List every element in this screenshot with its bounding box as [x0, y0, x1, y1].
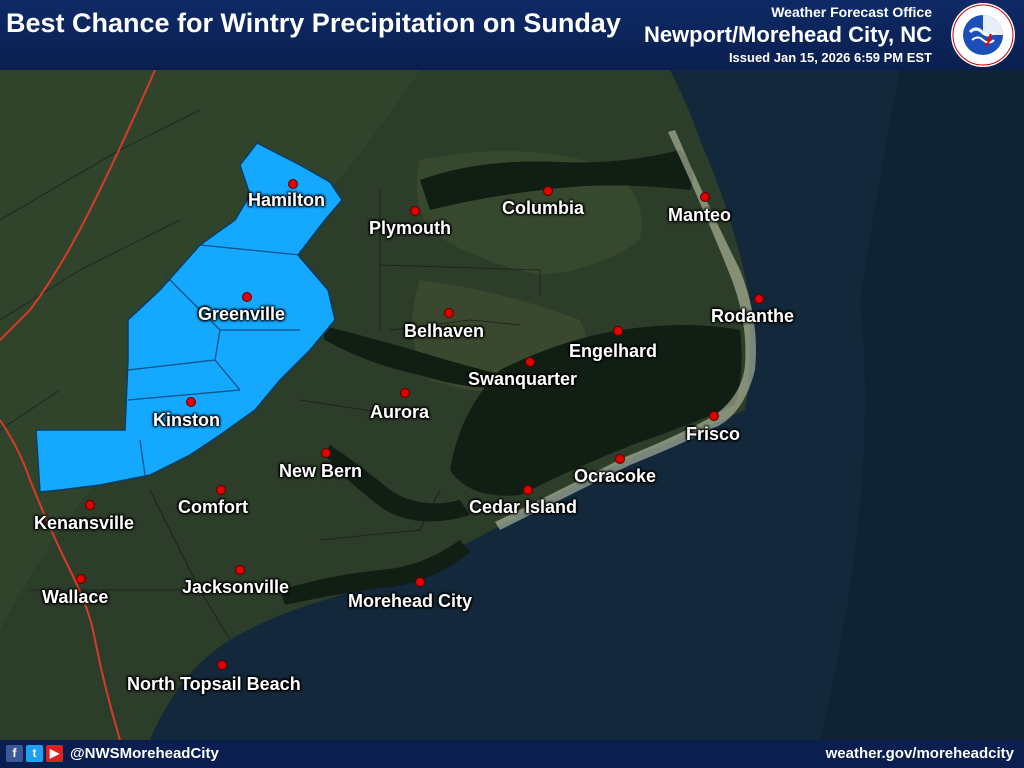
- city-label: Jacksonville: [182, 577, 290, 597]
- city-label: Morehead City: [348, 591, 473, 611]
- city-dot-icon: [410, 206, 420, 216]
- neuse-river: [325, 445, 470, 522]
- pamlico-river: [320, 325, 505, 388]
- pamlico-sound: [450, 325, 742, 496]
- city-label: Ocracoke: [574, 466, 657, 486]
- city-dot-icon: [700, 192, 710, 202]
- city-dot-icon: [444, 308, 454, 318]
- city-dot-icon: [186, 397, 196, 407]
- region-map: [0, 70, 1024, 740]
- city-label: Frisco: [686, 424, 741, 444]
- city-dot-icon: [523, 485, 533, 495]
- social-icons: f t ▶: [6, 745, 63, 762]
- city-dot-icon: [525, 357, 535, 367]
- city-dot-icon: [754, 294, 764, 304]
- facebook-icon[interactable]: f: [6, 745, 23, 762]
- city-dot-icon: [85, 500, 95, 510]
- issued-time: Issued Jan 15, 2026 6:59 PM EST: [728, 50, 932, 65]
- city-label: Greenville: [198, 304, 286, 324]
- city-label: Comfort: [178, 497, 248, 517]
- city-label: Engelhard: [569, 341, 658, 361]
- city-label: Swanquarter: [468, 369, 578, 389]
- social-handle[interactable]: @NWSMoreheadCity: [70, 745, 219, 762]
- city-label: Kenansville: [34, 513, 135, 533]
- city-dot-icon: [235, 565, 245, 575]
- office-name: Newport/Morehead City, NC: [643, 22, 932, 47]
- city-dot-icon: [76, 574, 86, 584]
- city-label: Manteo: [668, 205, 731, 225]
- city-dot-icon: [217, 660, 227, 670]
- highway-lines: [0, 70, 156, 740]
- city-dot-icon: [543, 186, 553, 196]
- city-dot-icon: [615, 454, 625, 464]
- city-dot-icon: [216, 485, 226, 495]
- office-line: Weather Forecast Office: [771, 4, 932, 20]
- city-label: New Bern: [279, 461, 363, 481]
- outer-banks: [495, 130, 756, 530]
- city-label: Wallace: [42, 587, 109, 607]
- header-banner: Best Chance for Wintry Precipitation on …: [0, 0, 1024, 70]
- youtube-icon[interactable]: ▶: [46, 745, 63, 762]
- city-dot-icon: [321, 448, 331, 458]
- city-dot-icon: [613, 326, 623, 336]
- website-link[interactable]: weather.gov/moreheadcity: [825, 745, 1014, 762]
- city-dot-icon: [242, 292, 252, 302]
- footer-banner: f t ▶ @NWSMoreheadCity weather.gov/moreh…: [0, 740, 1024, 768]
- city-label: Kinston: [153, 410, 220, 430]
- city-label: Rodanthe: [711, 306, 794, 326]
- albemarle-sound: [420, 150, 694, 210]
- city-dot-icon: [415, 577, 425, 587]
- city-label: Plymouth: [369, 218, 452, 238]
- city-dot-icon: [400, 388, 410, 398]
- city-label: North Topsail Beach: [127, 674, 301, 694]
- city-label: Belhaven: [404, 321, 485, 341]
- wintry-precip-area: [35, 142, 343, 493]
- city-dot-icon: [288, 179, 298, 189]
- city-label: Aurora: [370, 402, 430, 422]
- city-label: Cedar Island: [469, 497, 578, 517]
- city-dot-icon: [709, 411, 719, 421]
- nws-logo-icon: [951, 3, 1015, 67]
- map-title: Best Chance for Wintry Precipitation on …: [6, 8, 621, 38]
- city-label: Hamilton: [248, 190, 326, 210]
- city-label: Columbia: [502, 198, 585, 218]
- twitter-icon[interactable]: t: [26, 745, 43, 762]
